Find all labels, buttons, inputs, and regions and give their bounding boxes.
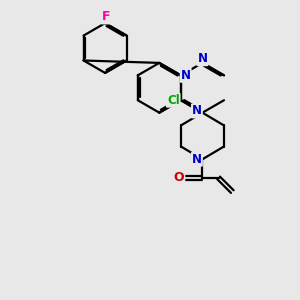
Text: N: N bbox=[181, 69, 191, 82]
Text: N: N bbox=[192, 104, 202, 117]
Text: N: N bbox=[192, 153, 202, 166]
Text: F: F bbox=[102, 11, 110, 23]
Text: O: O bbox=[174, 171, 184, 184]
Text: Cl: Cl bbox=[167, 94, 180, 107]
Text: N: N bbox=[197, 52, 207, 65]
